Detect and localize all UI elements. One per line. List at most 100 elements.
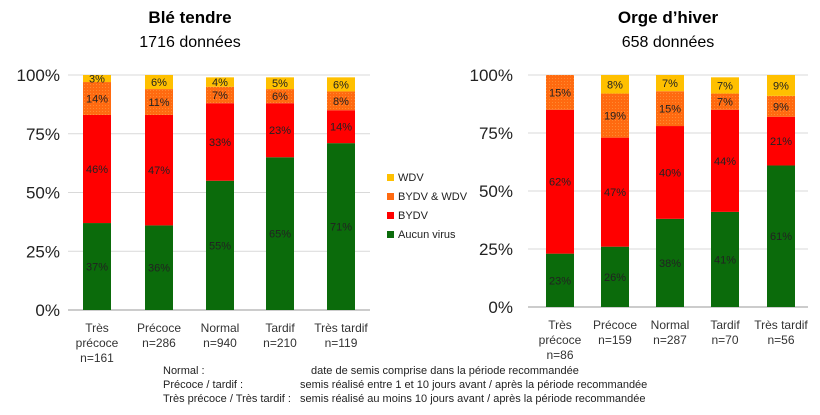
data-label: 38% [659, 258, 681, 270]
legend-item: BYDV & WDV [398, 191, 468, 203]
data-label: 15% [659, 104, 681, 116]
bar-segment [656, 75, 684, 92]
bar-segment [83, 82, 111, 115]
data-label: 61% [770, 231, 792, 243]
legend-swatch [387, 174, 394, 181]
bar-segment [83, 75, 111, 83]
bar-segment [145, 225, 173, 310]
y-tick-label: 25% [479, 240, 513, 259]
bar-segment [767, 165, 795, 307]
x-tick-label: Très tardif [314, 321, 368, 335]
data-label: 8% [333, 96, 349, 108]
bar-segment [601, 246, 629, 307]
bar-segment [656, 126, 684, 219]
y-tick-label: 50% [26, 184, 60, 203]
bar-segment [546, 75, 574, 110]
bar-segment [601, 137, 629, 247]
legend-item: BYDV [398, 210, 429, 222]
legend-item: WDV [398, 172, 424, 184]
bar-segment [266, 103, 294, 158]
x-tick-label: n=210 [263, 336, 297, 350]
data-label: 23% [549, 275, 571, 287]
bar-segment [767, 116, 795, 166]
bar-segment [145, 75, 173, 90]
data-label: 15% [549, 87, 571, 99]
chart-2-title: Orge d’hiver [618, 8, 719, 27]
bar-segment [83, 223, 111, 310]
data-label: 44% [714, 156, 736, 168]
x-tick-label: précoce [76, 336, 119, 350]
data-label: 36% [148, 263, 170, 275]
y-tick-label: 0% [488, 298, 513, 317]
x-tick-label: n=286 [142, 336, 176, 350]
x-tick-label: Très [85, 321, 109, 335]
bar-segment [327, 91, 355, 111]
y-tick-label: 25% [26, 242, 60, 261]
chart-1: 0%25%50%75%100%37%46%14%3%Trèsprécocen=1… [17, 66, 370, 365]
bar-segment [711, 77, 739, 94]
x-tick-label: n=56 [767, 333, 794, 347]
data-label: 14% [86, 94, 108, 106]
data-label: 40% [659, 167, 681, 179]
y-tick-label: 75% [479, 124, 513, 143]
bar-segment [711, 211, 739, 307]
bar-segment [546, 109, 574, 254]
x-tick-label: précoce [539, 333, 582, 347]
data-label: 7% [662, 78, 678, 90]
data-label: 9% [773, 80, 789, 92]
bar-segment [767, 75, 795, 96]
chart-2-subtitle: 658 données [622, 34, 715, 51]
bar-segment [327, 77, 355, 92]
data-label: 33% [209, 137, 231, 149]
x-tick-label: n=159 [598, 333, 632, 347]
data-label: 71% [330, 222, 352, 234]
data-label: 9% [773, 101, 789, 113]
data-label: 7% [212, 90, 228, 102]
data-label: 6% [333, 79, 349, 91]
data-label: 6% [272, 91, 288, 103]
data-label: 7% [717, 97, 733, 109]
data-label: 55% [209, 240, 231, 252]
data-label: 46% [86, 164, 108, 176]
x-tick-label: n=86 [546, 348, 573, 362]
bar-segment [656, 91, 684, 127]
bar-segment [266, 77, 294, 90]
x-tick-label: n=940 [203, 336, 237, 350]
bar-segment [601, 75, 629, 94]
y-tick-label: 100% [470, 66, 513, 85]
data-label: 37% [86, 262, 108, 274]
data-label: 5% [272, 78, 288, 90]
bar-segment [206, 86, 234, 104]
bar-segment [546, 253, 574, 307]
legend-swatch [387, 193, 394, 200]
data-label: 3% [89, 74, 105, 86]
data-label: 47% [604, 187, 626, 199]
x-tick-label: Très [548, 318, 572, 332]
legend-item: Aucun virus [398, 229, 456, 241]
data-label: 23% [269, 125, 291, 137]
data-label: 62% [549, 177, 571, 189]
legend: WDV BYDV & WDV BYDV Aucun virus [387, 172, 468, 241]
bar-segment [206, 103, 234, 181]
y-tick-label: 100% [17, 66, 60, 85]
x-tick-label: Tardif [710, 318, 740, 332]
x-tick-label: n=70 [711, 333, 738, 347]
data-label: 6% [151, 77, 167, 89]
x-tick-label: Très tardif [754, 318, 808, 332]
note-term: Précoce / tardif : [163, 379, 243, 391]
x-tick-label: n=161 [80, 351, 114, 365]
legend-swatch [387, 231, 394, 238]
y-tick-label: 50% [479, 182, 513, 201]
bar-segment [266, 157, 294, 310]
bar-segment [266, 89, 294, 104]
x-tick-label: Tardif [265, 321, 295, 335]
data-label: 11% [148, 97, 169, 109]
bar-segment [145, 89, 173, 115]
bar-segment [327, 143, 355, 310]
bar-segment [711, 93, 739, 110]
x-tick-label: n=287 [653, 333, 687, 347]
bar-segment [206, 180, 234, 310]
x-tick-label: Précoce [137, 321, 181, 335]
bar-segment [327, 110, 355, 144]
